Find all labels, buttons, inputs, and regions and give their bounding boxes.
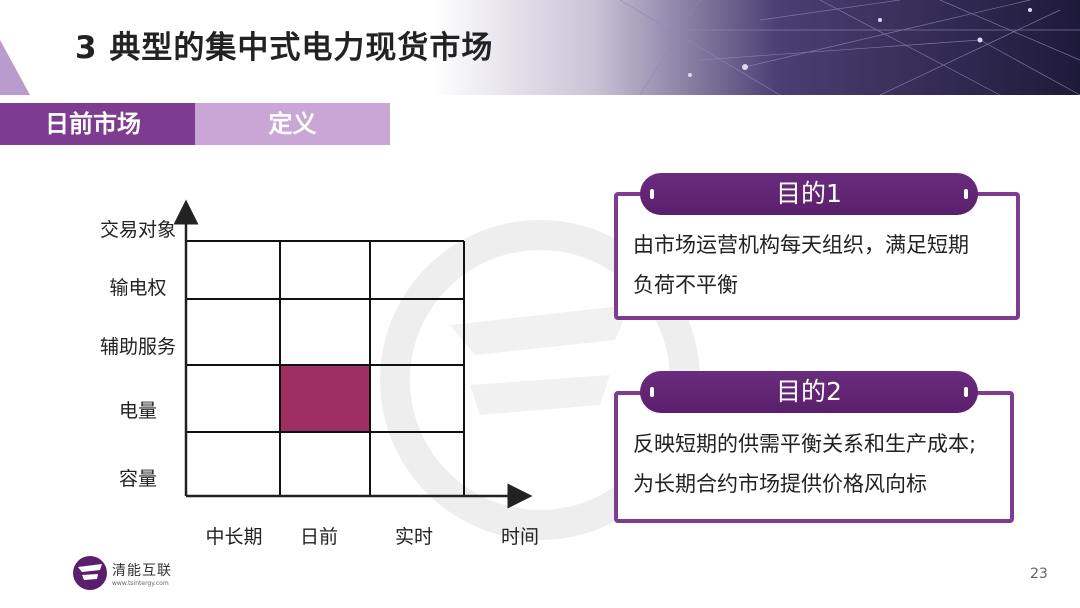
row-label-energy: 电量 [118,400,157,422]
purpose1-label: 目的1 [776,179,842,208]
purpose2-heading: 目的2 [640,371,978,413]
company-logo-name: 清能互联 [112,563,172,579]
tab-day-ahead-market[interactable]: 日前市场 [0,103,195,145]
pill-left-dot-icon [650,387,654,397]
col-label-day-ahead: 日前 [299,526,338,548]
row-label-ancillary-service: 辅助服务 [99,336,176,358]
section-tabs: 日前市场 定义 [0,103,390,145]
purpose2-label: 目的2 [776,377,842,406]
company-logo-url: www.tsintergy.com [112,580,169,587]
col-label-mid-long-term: 中长期 [205,526,263,548]
col-label-time: 时间 [500,526,539,548]
purpose1-line-2: 负荷不平衡 [633,273,738,297]
highlight-cell [280,365,370,432]
company-logo-icon [73,556,107,590]
page-title: 3 典型的集中式电力现货市场 [75,30,494,66]
row-label-trade-object: 交易对象 [99,219,176,241]
pill-right-dot-icon [964,189,968,199]
pill-left-dot-icon [650,189,654,199]
purpose1-line-1: 由市场运营机构每天组织，满足短期 [633,233,969,257]
purpose2-line-1: 反映短期的供需平衡关系和生产成本; [633,432,977,456]
col-label-real-time: 实时 [394,526,433,548]
purpose2-box [614,391,1014,523]
header-banner [0,0,1080,95]
page-number: 23 [1030,566,1048,582]
pill-right-dot-icon [964,387,968,397]
row-label-transmission-right: 输电权 [109,277,167,299]
purpose1-heading: 目的1 [640,173,978,215]
network-background-graphic [0,0,1080,95]
purpose2-line-2: 为长期合约市场提供价格风向标 [633,472,927,496]
tab-definition[interactable]: 定义 [195,103,390,145]
row-label-capacity: 容量 [118,468,157,490]
